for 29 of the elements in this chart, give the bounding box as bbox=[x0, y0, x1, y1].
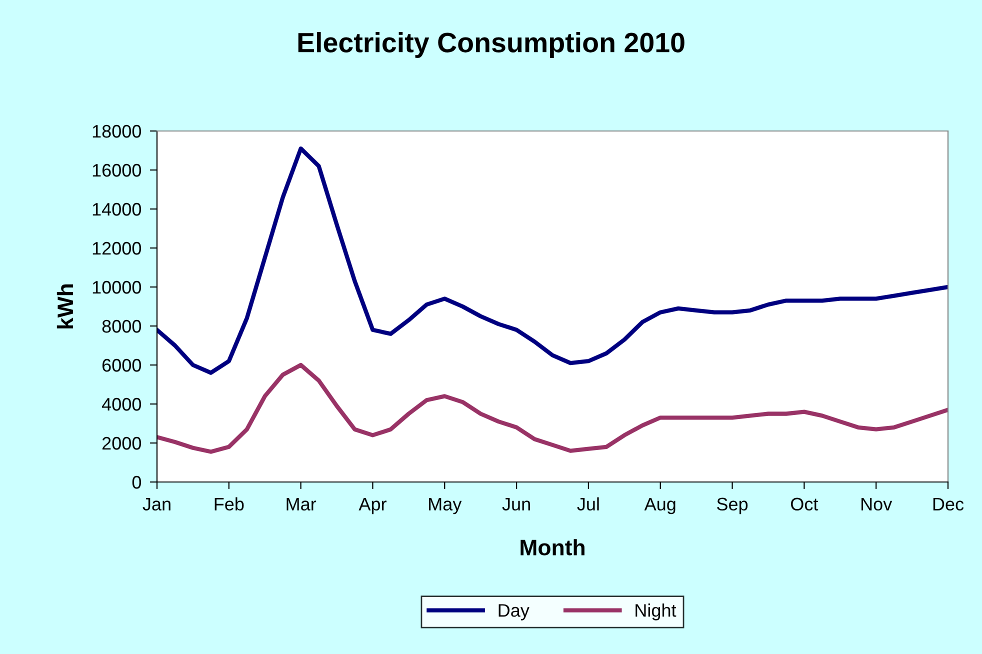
x-tick-label: Apr bbox=[358, 498, 386, 514]
x-tick-label: Jan bbox=[142, 498, 170, 511]
chart-title: Electricity Consumption 2010 bbox=[298, 32, 684, 58]
line-series bbox=[157, 146, 948, 375]
x-axis-title: Month bbox=[520, 539, 584, 556]
x-tick-label: Oct bbox=[790, 498, 818, 511]
x-tick-label: Jun bbox=[502, 498, 530, 511]
y-tick-label: 0 bbox=[132, 476, 142, 489]
x-tick-label: Sep bbox=[717, 498, 748, 514]
x-tick-label: May bbox=[429, 498, 462, 514]
x-tick-label: Feb bbox=[214, 497, 244, 511]
x-tick-label: Nov bbox=[862, 498, 892, 511]
y-tick-label: 4000 bbox=[102, 398, 142, 411]
y-tick-label: 8000 bbox=[102, 320, 142, 333]
x-tick-label: Mar bbox=[286, 498, 316, 511]
y-tick-label: 10000 bbox=[92, 280, 142, 294]
y-tick-label: 2000 bbox=[102, 436, 142, 450]
y-tick-label: 18000 bbox=[92, 124, 142, 138]
legend-label: Night bbox=[636, 604, 676, 620]
y-tick-label: 16000 bbox=[92, 164, 142, 177]
y-tick-label: 12000 bbox=[92, 242, 142, 255]
x-tick-label: Aug bbox=[644, 498, 676, 514]
y-tick-label: 6000 bbox=[102, 358, 142, 372]
line-series bbox=[157, 362, 948, 454]
y-tick-label: 14000 bbox=[92, 202, 142, 216]
x-tick-label: Dec bbox=[933, 498, 964, 511]
legend-label: Day bbox=[498, 604, 530, 620]
x-tick-label: Jul bbox=[577, 497, 599, 511]
y-axis-title: kWh bbox=[56, 284, 74, 328]
